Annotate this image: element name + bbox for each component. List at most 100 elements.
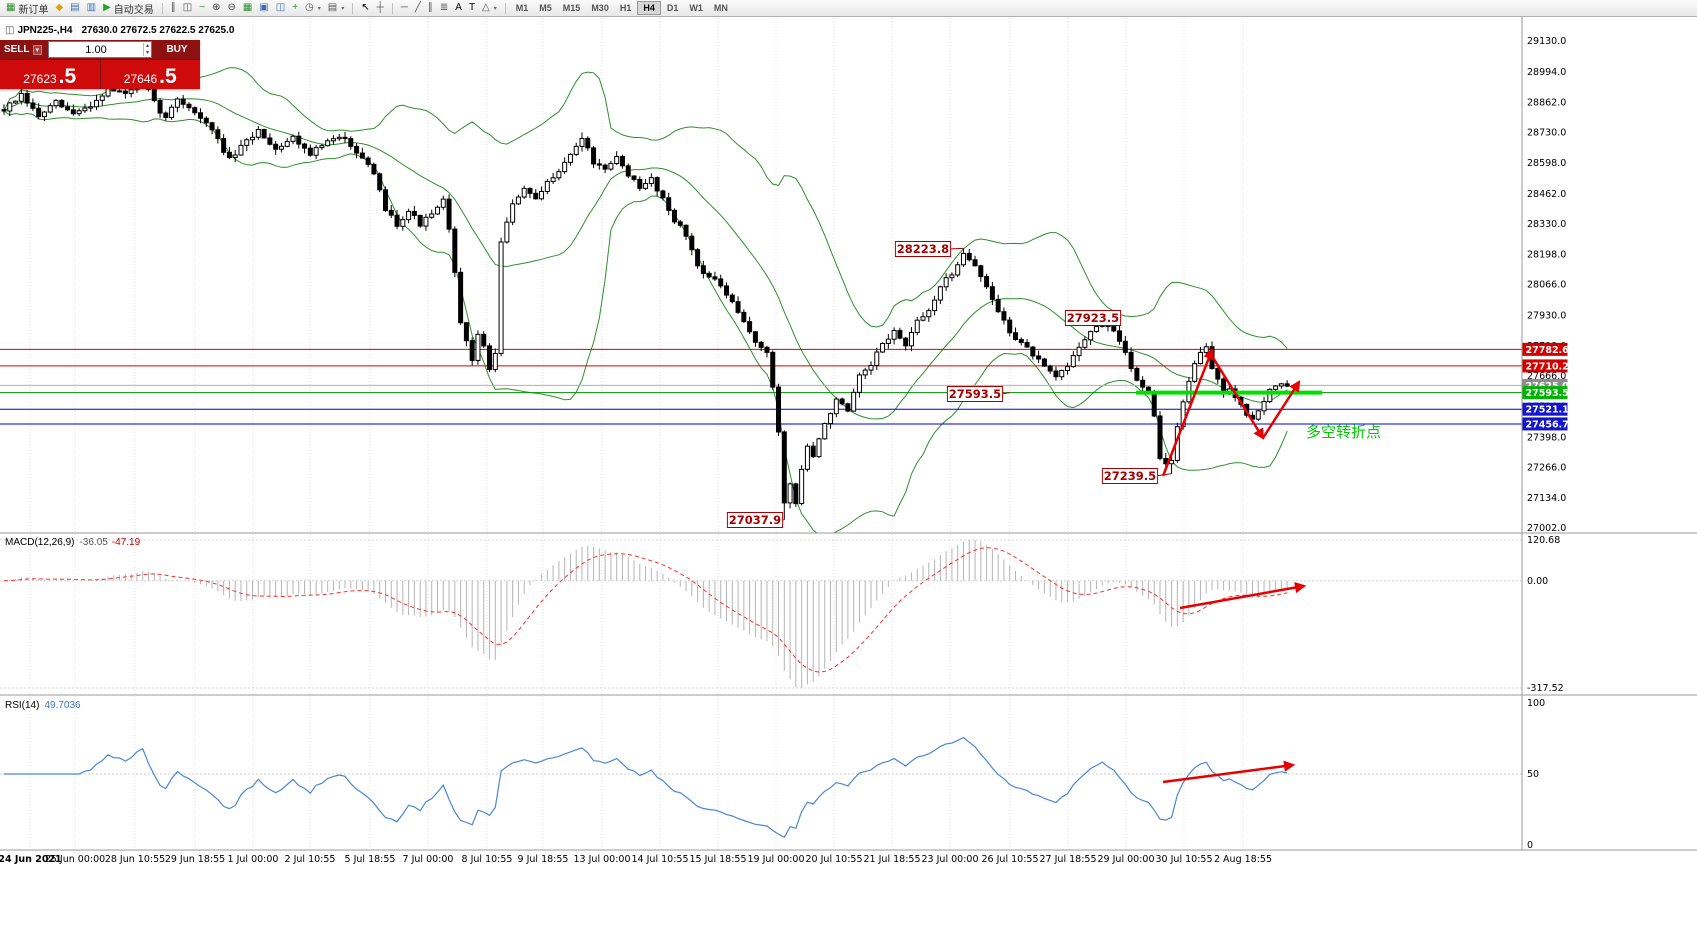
trend-arrow[interactable] <box>1162 760 1296 784</box>
buy-button[interactable]: BUY <box>154 40 200 59</box>
timeframe-mn[interactable]: MN <box>713 3 728 13</box>
trend-arrow[interactable] <box>1261 380 1301 439</box>
period-icon[interactable]: ◷ ▾ <box>302 2 324 14</box>
svg-text:14 Jul 10:55: 14 Jul 10:55 <box>632 854 689 865</box>
chart-symbol-period: JPN225-,H4 <box>17 25 73 36</box>
dropdown-caret-icon[interactable]: ▾ <box>341 5 345 12</box>
timeframe-d1[interactable]: D1 <box>666 3 679 13</box>
svg-text:29 Jun 18:55: 29 Jun 18:55 <box>165 854 225 865</box>
svg-text:29 Jul 00:00: 29 Jul 00:00 <box>1098 854 1155 865</box>
label-icon[interactable]: T <box>466 2 478 14</box>
svg-text:2 Aug 18:55: 2 Aug 18:55 <box>1214 854 1272 865</box>
horizontal-level-lines[interactable] <box>0 348 1522 425</box>
zoom-out-icon[interactable]: ⊖ <box>224 2 238 14</box>
hline-icon: ─ <box>400 2 408 13</box>
timeframe-m5[interactable]: M5 <box>539 3 552 13</box>
arrange-windows-icon: ◫ <box>275 2 286 13</box>
timeframe-w1[interactable]: W1 <box>689 3 703 13</box>
auto-trading-button[interactable]: ▶ 自动交易 <box>100 0 157 17</box>
arrange-windows-icon[interactable]: ◫ <box>273 2 288 14</box>
svg-text:27521.1: 27521.1 <box>1526 405 1569 416</box>
toolbar-separator <box>504 2 506 14</box>
main-chart-panel[interactable]: 28223.8 27923.5 27593.5 27239.5 27037.9 多空转折点 <box>0 67 1522 536</box>
svg-text:28730.0: 28730.0 <box>1527 128 1566 139</box>
grid-layer <box>29 18 1244 849</box>
timeframe-m1[interactable]: M1 <box>515 3 529 13</box>
market-watch-icon[interactable]: ▤ <box>67 2 82 14</box>
volume-down-icon[interactable]: ▾ <box>145 49 149 56</box>
svg-text:2 Jul 10:55: 2 Jul 10:55 <box>285 854 336 865</box>
sell-button-label: SELL <box>3 44 30 55</box>
buy-price[interactable]: 27646.5 <box>99 60 201 89</box>
template-icon[interactable]: ▤ ▾ <box>325 2 347 14</box>
rsi-panel[interactable] <box>0 736 1522 839</box>
new-order-button[interactable]: ▦ 新订单 <box>3 0 51 17</box>
svg-text:7 Jul 00:00: 7 Jul 00:00 <box>403 854 454 865</box>
price-axis[interactable]: 29130.0 28994.0 28862.0 28730.0 28598.0 28462… <box>1522 36 1570 851</box>
macd-label: MACD(12,26,9) -36.05 -47.19 <box>5 537 140 548</box>
sell-button[interactable]: SELL ▾ <box>0 40 46 59</box>
volume-stepper[interactable]: ▴ ▾ <box>142 42 151 57</box>
trade-panel-header: SELL ▾ ▴▾ BUY <box>0 40 200 59</box>
shapes-icon: △ <box>482 2 490 13</box>
timeframe-m30[interactable]: M30 <box>591 3 609 13</box>
auto-trading-icon: ▶ <box>103 2 111 13</box>
macd-signal-value: -47.19 <box>111 537 141 548</box>
candles-layer <box>1 72 1290 520</box>
timeframe-m15[interactable]: M15 <box>562 3 581 13</box>
hline-icon[interactable]: ─ <box>398 2 411 14</box>
trendline-icon: ╱ <box>414 2 421 13</box>
svg-text:28994.0: 28994.0 <box>1527 67 1566 78</box>
price-tag <box>1522 402 1568 416</box>
svg-text:27456.7: 27456.7 <box>1526 419 1569 430</box>
trend-arrow[interactable] <box>1210 355 1265 440</box>
text-icon: A <box>455 2 462 13</box>
tile-windows-icon[interactable]: ▦ <box>240 2 255 14</box>
favorites-icon[interactable]: ◆ <box>52 2 66 14</box>
sell-price[interactable]: 27623.5 <box>0 60 100 89</box>
cascade-windows-icon[interactable]: ▣ <box>256 2 271 14</box>
fibonacci-icon[interactable]: ≣ <box>437 2 451 14</box>
zoom-in-icon[interactable]: ⊕ <box>209 2 223 14</box>
svg-text:21 Jul 18:55: 21 Jul 18:55 <box>864 854 921 865</box>
volume-up-icon[interactable]: ▴ <box>145 42 149 49</box>
line-chart-icon[interactable]: ~ <box>196 2 208 14</box>
crosshair-icon: ┼ <box>376 2 384 13</box>
svg-text:27239.5: 27239.5 <box>1104 469 1156 483</box>
label-icon: T <box>468 2 476 13</box>
data-window-icon[interactable]: ▥ <box>84 2 99 14</box>
timeframe-h4[interactable]: H4 <box>637 1 661 15</box>
dropdown-caret-icon[interactable]: ▾ <box>317 5 321 12</box>
chart-ohlc-values: 27630.0 27672.5 27622.5 27625.0 <box>81 25 235 36</box>
crosshair-icon[interactable]: ┼ <box>374 2 387 14</box>
new-chart-icon[interactable]: + <box>289 2 301 14</box>
cursor-icon[interactable]: ↖ <box>358 2 372 14</box>
chart-title-icon: ◫ <box>5 25 15 36</box>
turning-point-annotation[interactable]: 多空转折点 <box>1306 423 1381 441</box>
shapes-icon[interactable]: △ ▾ <box>479 2 500 14</box>
channel-icon[interactable]: ∥ <box>425 2 436 14</box>
favorites-icon: ◆ <box>55 2 64 13</box>
sell-price-main: 27623 <box>23 72 57 86</box>
svg-text:19 Jul 00:00: 19 Jul 00:00 <box>748 854 805 865</box>
svg-text:25 Jun 00:00: 25 Jun 00:00 <box>45 854 105 865</box>
macd-panel[interactable] <box>0 539 1522 689</box>
svg-text:28 Jun 10:55: 28 Jun 10:55 <box>105 854 165 865</box>
price-label-objects[interactable]: 28223.8 27923.5 27593.5 27239.5 27037.9 <box>726 241 1172 528</box>
text-icon[interactable]: A <box>452 2 465 14</box>
trend-arrow[interactable] <box>1161 347 1214 477</box>
dropdown-caret-icon[interactable]: ▾ <box>493 5 497 12</box>
candlestick-chart-icon[interactable]: ◫ <box>180 2 195 14</box>
candlestick-chart-icon: ◫ <box>182 2 193 13</box>
trendline-icon[interactable]: ╱ <box>412 2 424 14</box>
svg-text:-317.52: -317.52 <box>1527 683 1564 694</box>
trend-arrow[interactable] <box>1179 582 1307 610</box>
cursor-icon: ↖ <box>361 2 370 13</box>
svg-text:27002.0: 27002.0 <box>1527 523 1566 534</box>
sell-dropdown-icon[interactable]: ▾ <box>32 44 43 55</box>
volume-input[interactable] <box>49 43 143 56</box>
bar-chart-icon[interactable]: ∥ <box>168 2 179 14</box>
timeframe-h1[interactable]: H1 <box>619 3 632 13</box>
